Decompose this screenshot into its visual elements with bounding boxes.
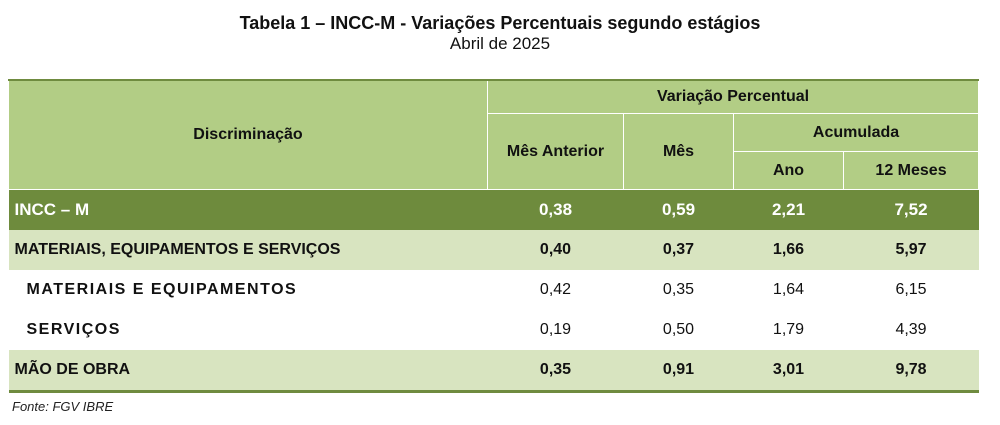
table-header: Discriminação Variação Percentual Mês An…	[8, 79, 980, 190]
row-label: MATERIAIS, EQUIPAMENTOS E SERVIÇOS	[8, 230, 488, 270]
cell-mes-anterior: 0,35	[487, 350, 624, 393]
cell-ano: 1,64	[733, 270, 844, 310]
table-row: SERVIÇOS 0,19 0,50 1,79 4,39	[8, 310, 979, 350]
cell-ano: 1,66	[733, 230, 844, 270]
table-row: MÃO DE OBRA 0,35 0,91 3,01 9,78	[8, 350, 979, 393]
cell-ano: 3,01	[733, 350, 844, 393]
header-variacao-percentual: Variação Percentual	[486, 79, 980, 114]
cell-ano: 1,79	[733, 310, 844, 350]
header-mes-anterior: Mês Anterior	[487, 113, 624, 190]
cell-mes: 0,37	[623, 230, 734, 270]
cell-mes: 0,50	[623, 310, 734, 350]
cell-ano: 2,21	[733, 189, 844, 230]
cell-12-meses: 9,78	[843, 350, 979, 393]
cell-12-meses: 7,52	[843, 189, 979, 230]
cell-mes: 0,91	[623, 350, 734, 393]
row-label: MÃO DE OBRA	[8, 350, 488, 393]
cell-12-meses: 5,97	[843, 230, 979, 270]
source-note: Fonte: FGV IBRE	[12, 399, 114, 414]
row-label: INCC – M	[8, 189, 488, 230]
table-row: MATERIAIS E EQUIPAMENTOS 0,42 0,35 1,64 …	[8, 270, 979, 310]
cell-mes: 0,59	[623, 189, 734, 230]
cell-mes-anterior: 0,40	[487, 230, 624, 270]
cell-12-meses: 4,39	[843, 310, 979, 350]
table-row: MATERIAIS, EQUIPAMENTOS E SERVIÇOS 0,40 …	[8, 230, 979, 270]
table-body: INCC – M 0,38 0,59 2,21 7,52 MATERIAIS, …	[8, 189, 979, 393]
header-mes: Mês	[623, 113, 734, 190]
incc-table: Discriminação Variação Percentual Mês An…	[8, 79, 980, 393]
table-title: Tabela 1 – INCC-M - Variações Percentuai…	[239, 13, 761, 33]
header-acumulada: Acumulada	[732, 113, 980, 152]
cell-mes-anterior: 0,42	[487, 270, 624, 310]
cell-mes-anterior: 0,19	[487, 310, 624, 350]
header-12-meses: 12 Meses	[842, 151, 980, 190]
cell-mes: 0,35	[623, 270, 734, 310]
cell-12-meses: 6,15	[843, 270, 979, 310]
cell-mes-anterior: 0,38	[487, 189, 624, 230]
table-row: INCC – M 0,38 0,59 2,21 7,52	[8, 189, 979, 230]
header-ano: Ano	[733, 151, 844, 190]
table-title-block: Tabela 1 – INCC-M - Variações Percentuai…	[0, 12, 1000, 54]
table-subtitle: Abril de 2025	[449, 34, 551, 53]
header-discriminacao: Discriminação	[8, 79, 488, 190]
row-label: MATERIAIS E EQUIPAMENTOS	[8, 270, 488, 310]
row-label: SERVIÇOS	[8, 310, 488, 350]
